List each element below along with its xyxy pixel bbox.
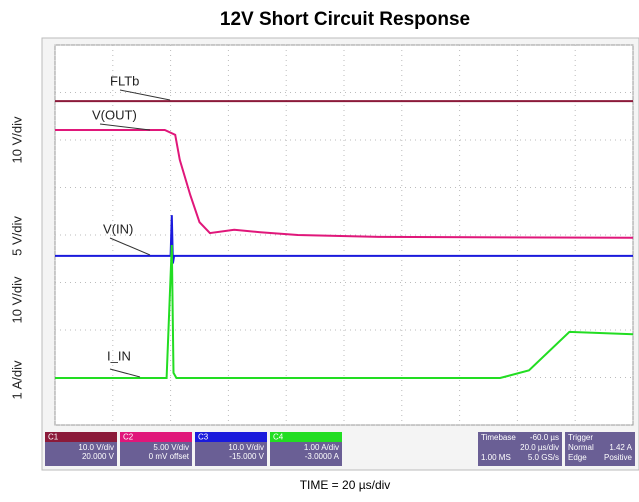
- channel-label: C1: [48, 433, 59, 442]
- channel-setting: 1.00 A/div: [304, 443, 339, 452]
- channel-label: C4: [273, 433, 284, 442]
- info-setting: 5.0 GS/s: [528, 453, 559, 462]
- scale-label: 1 A/div: [9, 360, 24, 400]
- channel-header: [195, 432, 267, 442]
- trace-label: V(IN): [103, 221, 133, 236]
- channel-header: [45, 432, 117, 442]
- info-label: Trigger: [568, 433, 593, 442]
- chart-title: 12V Short Circuit Response: [220, 9, 470, 30]
- info-setting: Edge: [568, 453, 587, 462]
- trace: [55, 215, 633, 264]
- trace-label: FLTb: [110, 73, 139, 88]
- info-setting: 20.0 µs/div: [520, 443, 559, 452]
- info-setting: -60.0 µs: [530, 433, 559, 442]
- channel-setting: 0 mV offset: [149, 452, 190, 461]
- scale-label: 10 V/div: [9, 276, 24, 323]
- leader: [109, 368, 141, 378]
- info-label: Timebase: [481, 433, 516, 442]
- channel-header: [270, 432, 342, 442]
- x-axis-label: TIME = 20 µs/div: [300, 478, 391, 492]
- leader: [99, 123, 151, 131]
- channel-setting: 10.0 V/div: [228, 443, 264, 452]
- channel-header: [120, 432, 192, 442]
- channel-label: C3: [198, 433, 209, 442]
- channel-label: C2: [123, 433, 134, 442]
- info-setting: Normal: [568, 443, 594, 452]
- scale-label: 10 V/div: [9, 116, 24, 163]
- channel-setting: 20.000 V: [82, 452, 115, 461]
- trace-label: V(OUT): [92, 107, 137, 122]
- scale-label: 5 V/div: [9, 216, 24, 256]
- info-setting: 1.00 MS: [481, 453, 511, 462]
- channel-setting: -15.000 V: [229, 452, 264, 461]
- info-box: [565, 432, 635, 466]
- leader: [109, 237, 151, 256]
- channel-setting: 10.0 V/div: [78, 443, 114, 452]
- trace-label: I_IN: [107, 348, 131, 363]
- channel-setting: -3.0000 A: [305, 452, 340, 461]
- leader: [119, 89, 171, 101]
- channel-setting: 5.00 V/div: [153, 443, 189, 452]
- trace: [55, 244, 634, 379]
- trace: [55, 129, 634, 239]
- info-setting: 1.42 A: [609, 443, 632, 452]
- info-box: [478, 432, 562, 466]
- info-setting: Positive: [604, 453, 633, 462]
